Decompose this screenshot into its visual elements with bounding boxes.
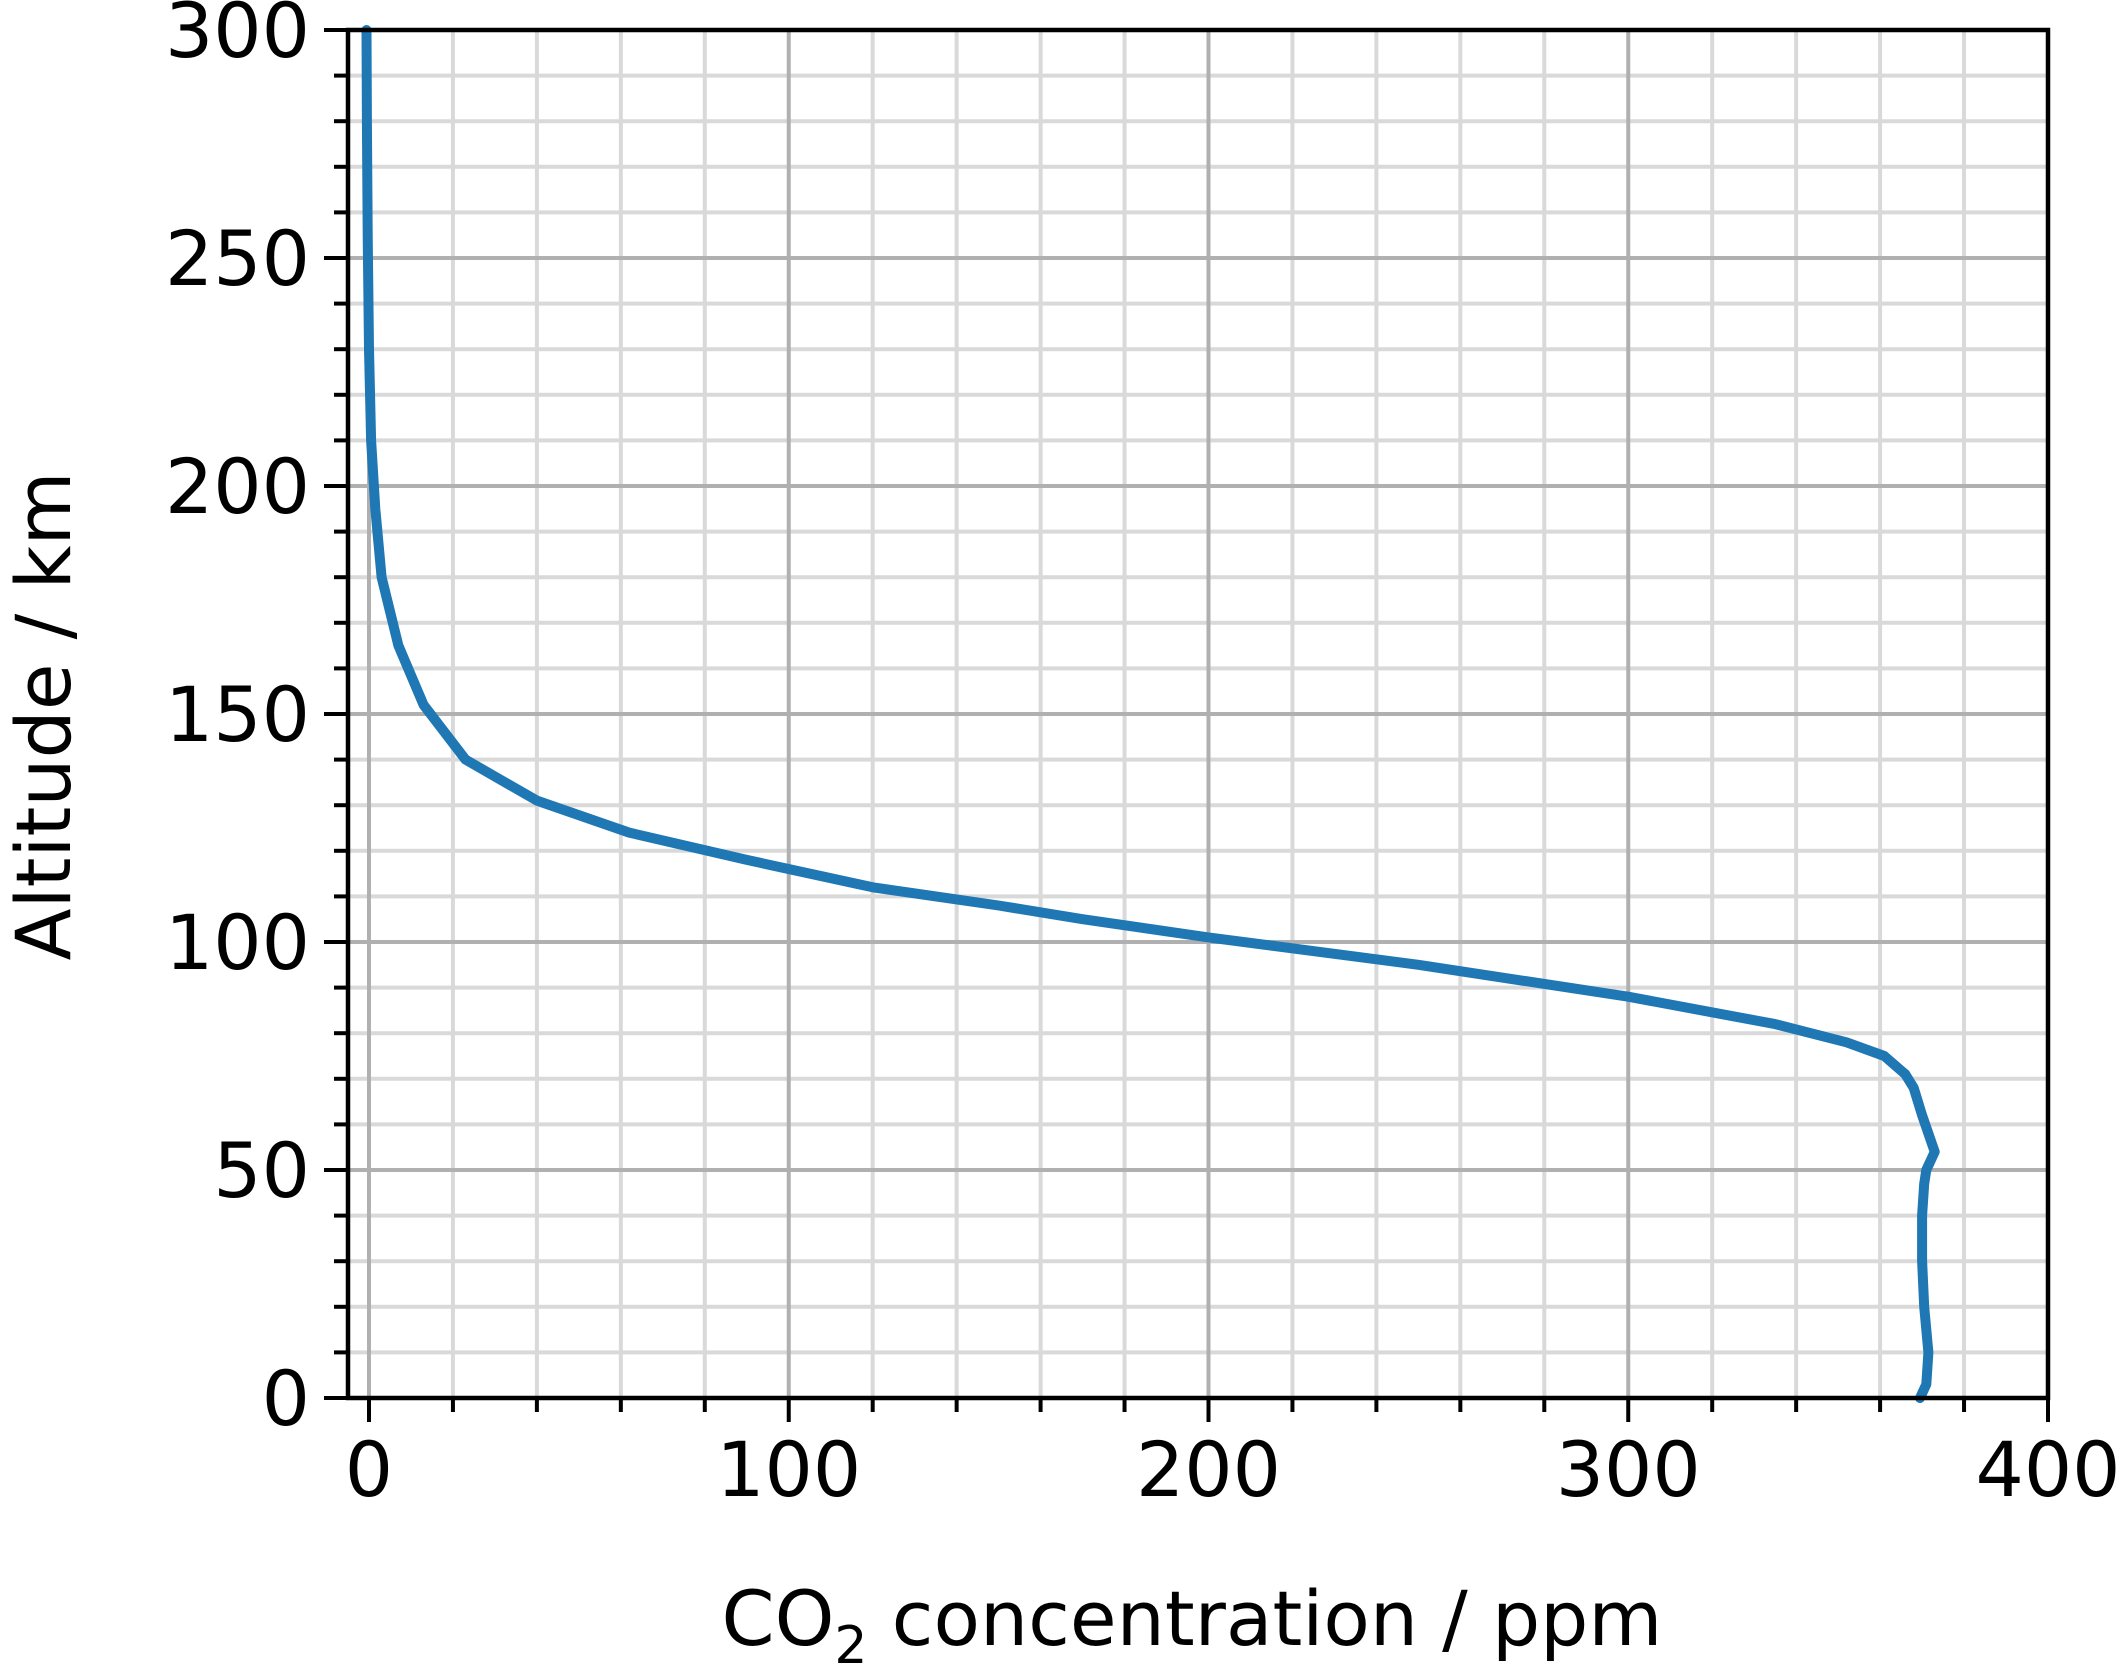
x-axis-title: CO2 concentration / ppm <box>722 1574 1663 1664</box>
y-tick-label: 300 <box>165 0 310 75</box>
y-tick-labels: 0 50 100 150 200 250 300 <box>165 0 310 1443</box>
x-tick-labels: 0 100 200 300 400 <box>345 1425 2121 1514</box>
x-axis-title-main: CO <box>722 1574 835 1663</box>
axis-ticks <box>324 28 2050 1422</box>
co2-profile-line <box>361 25 1940 1403</box>
y-tick-label: 250 <box>165 214 310 303</box>
major-grid <box>348 28 2050 1400</box>
x-axis-title-rest: concentration / ppm <box>868 1574 1663 1663</box>
series-layer <box>361 25 1940 1403</box>
y-axis-title: Altitude / km <box>0 472 88 961</box>
y-tick-label: 200 <box>165 442 310 531</box>
x-tick-label: 200 <box>1136 1425 1281 1514</box>
x-tick-label: 400 <box>1975 1425 2120 1514</box>
x-tick-label: 100 <box>716 1425 861 1514</box>
x-tick-label: 300 <box>1556 1425 1701 1514</box>
y-tick-label: 0 <box>262 1354 310 1443</box>
y-tick-label: 100 <box>165 898 310 987</box>
x-axis-title-subscript: 2 <box>834 1616 867 1664</box>
y-tick-label: 150 <box>165 670 310 759</box>
x-tick-label: 0 <box>345 1425 393 1514</box>
y-tick-label: 50 <box>213 1126 310 1215</box>
